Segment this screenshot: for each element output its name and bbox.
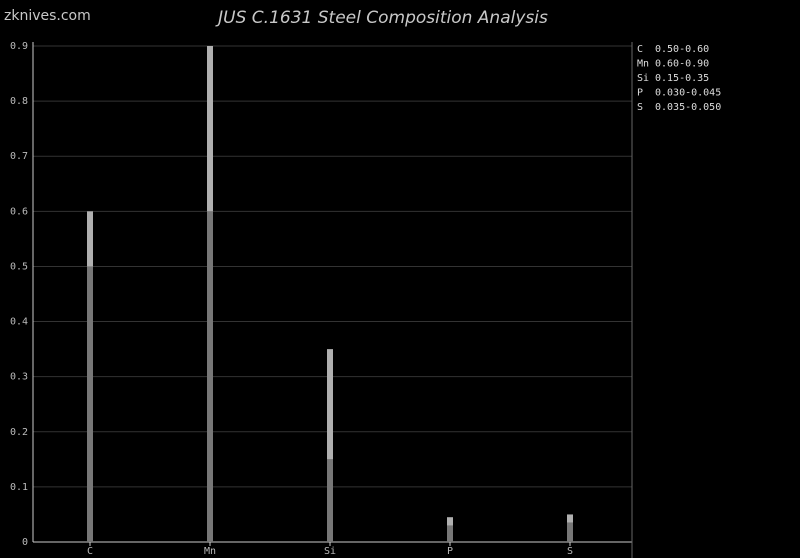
bar-min (207, 211, 213, 543)
x-tick-label: Si (324, 546, 336, 557)
y-tick-label: 0.6 (10, 206, 28, 217)
legend-element: S (637, 102, 643, 113)
bar-min (87, 266, 93, 542)
bar-range (207, 46, 213, 212)
legend-range: 0.50-0.60 (655, 44, 709, 55)
y-tick-label: 0.3 (10, 372, 28, 383)
x-tick-label: Mn (204, 546, 216, 557)
legend-range: 0.035-0.050 (655, 102, 721, 113)
y-tick-label: 0 (22, 537, 28, 548)
bar-min (447, 525, 453, 542)
bar-range (567, 514, 573, 523)
y-tick-label: 0.5 (10, 261, 28, 272)
legend-element: C (637, 44, 643, 55)
legend-range: 0.030-0.045 (655, 88, 721, 99)
legend-element: Si (637, 73, 649, 84)
legend-element: Mn (637, 59, 649, 70)
bar-range (87, 211, 93, 267)
y-tick-label: 0.1 (10, 482, 28, 493)
chart-title: JUS C.1631 Steel Composition Analysis (215, 8, 548, 28)
y-tick-label: 0.9 (10, 41, 28, 52)
y-tick-label: 0.2 (10, 427, 28, 438)
bar-min (567, 522, 573, 542)
bar-min (327, 459, 333, 542)
x-tick-label: P (447, 546, 453, 557)
y-tick-label: 0.4 (10, 317, 28, 328)
y-tick-label: 0.7 (10, 151, 28, 162)
x-tick-label: S (567, 546, 573, 557)
legend-element: P (637, 88, 643, 99)
y-tick-label: 0.8 (10, 96, 28, 107)
site-label: zknives.com (4, 8, 91, 24)
legend-range: 0.15-0.35 (655, 73, 709, 84)
bar-range (327, 349, 333, 460)
legend-range: 0.60-0.90 (655, 59, 709, 70)
x-tick-label: C (87, 546, 93, 557)
bar-range (447, 517, 453, 526)
